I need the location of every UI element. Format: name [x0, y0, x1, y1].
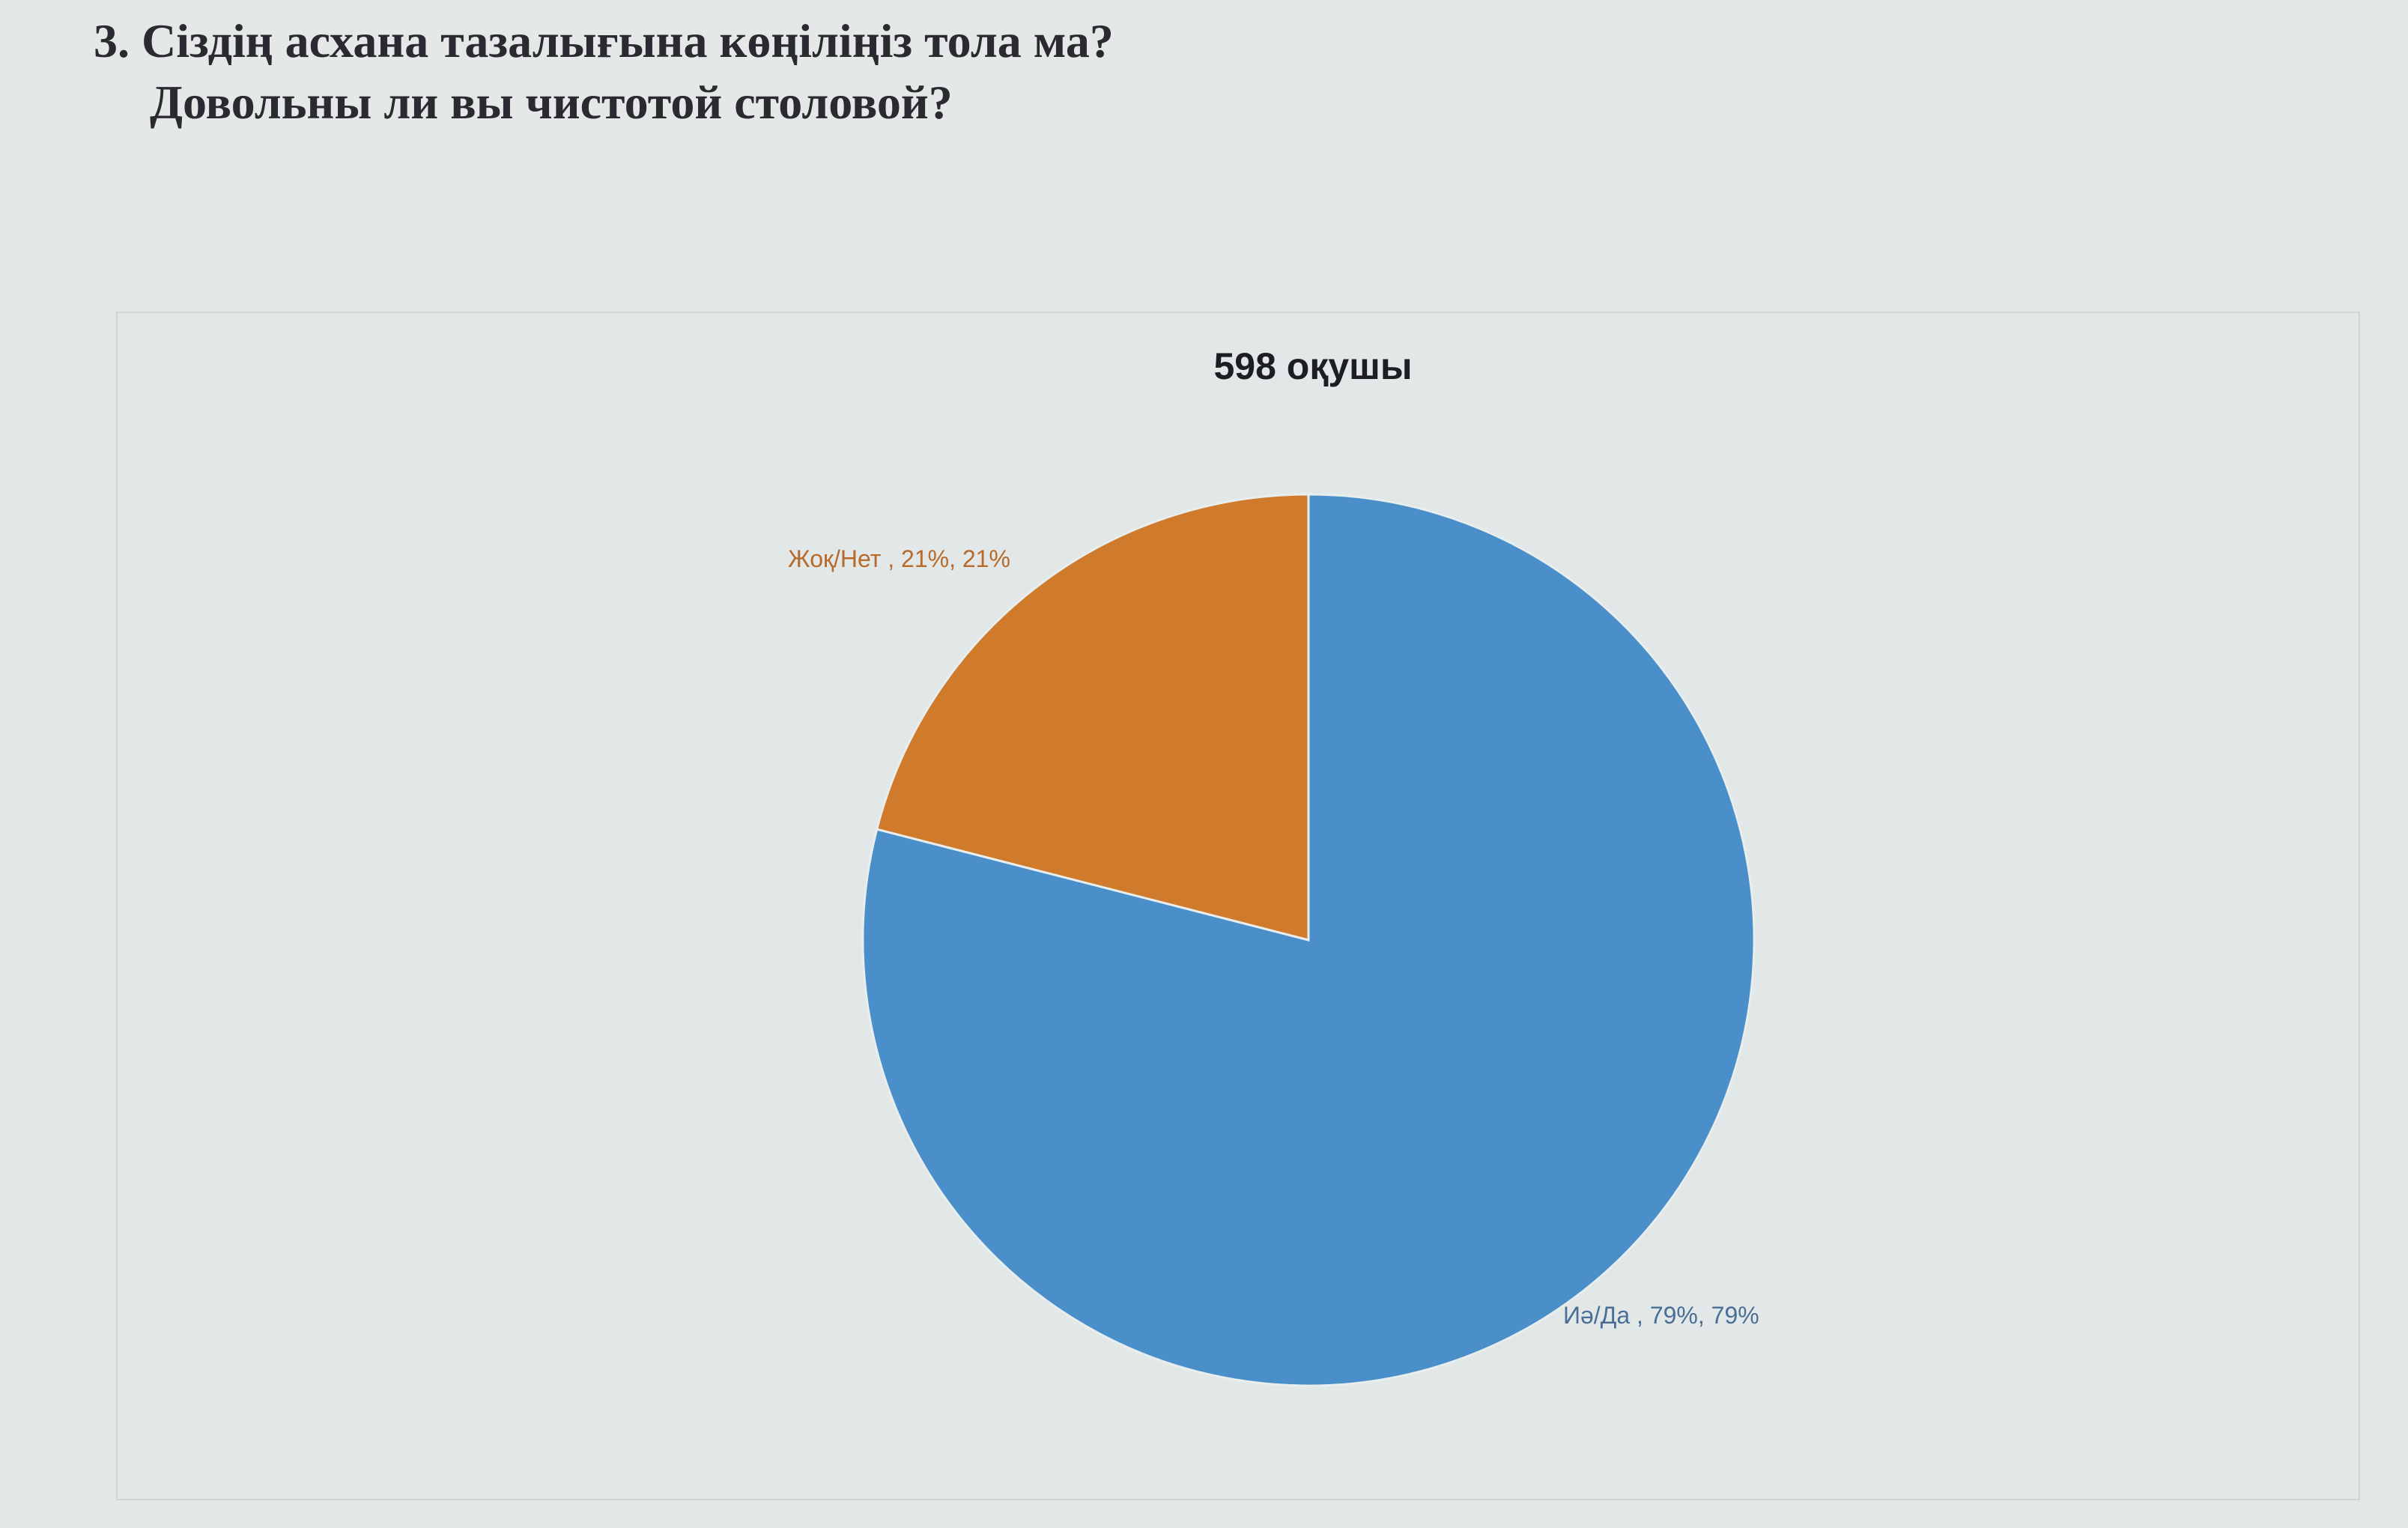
pie-slice-no [875, 493, 1310, 942]
slice-label-yes: Иә/Да , 79%, 79% [1563, 1302, 1759, 1329]
chart-title: 598 оқушы [1213, 345, 1413, 387]
question-russian: Довольны ли вы чистотой столовой? [150, 76, 953, 129]
slice-label-no: Жоқ/Нет , 21%, 21% [788, 545, 1010, 572]
question-kazakh: 3. Сіздің асхана тазалығына көңіліңіз то… [94, 14, 1114, 67]
